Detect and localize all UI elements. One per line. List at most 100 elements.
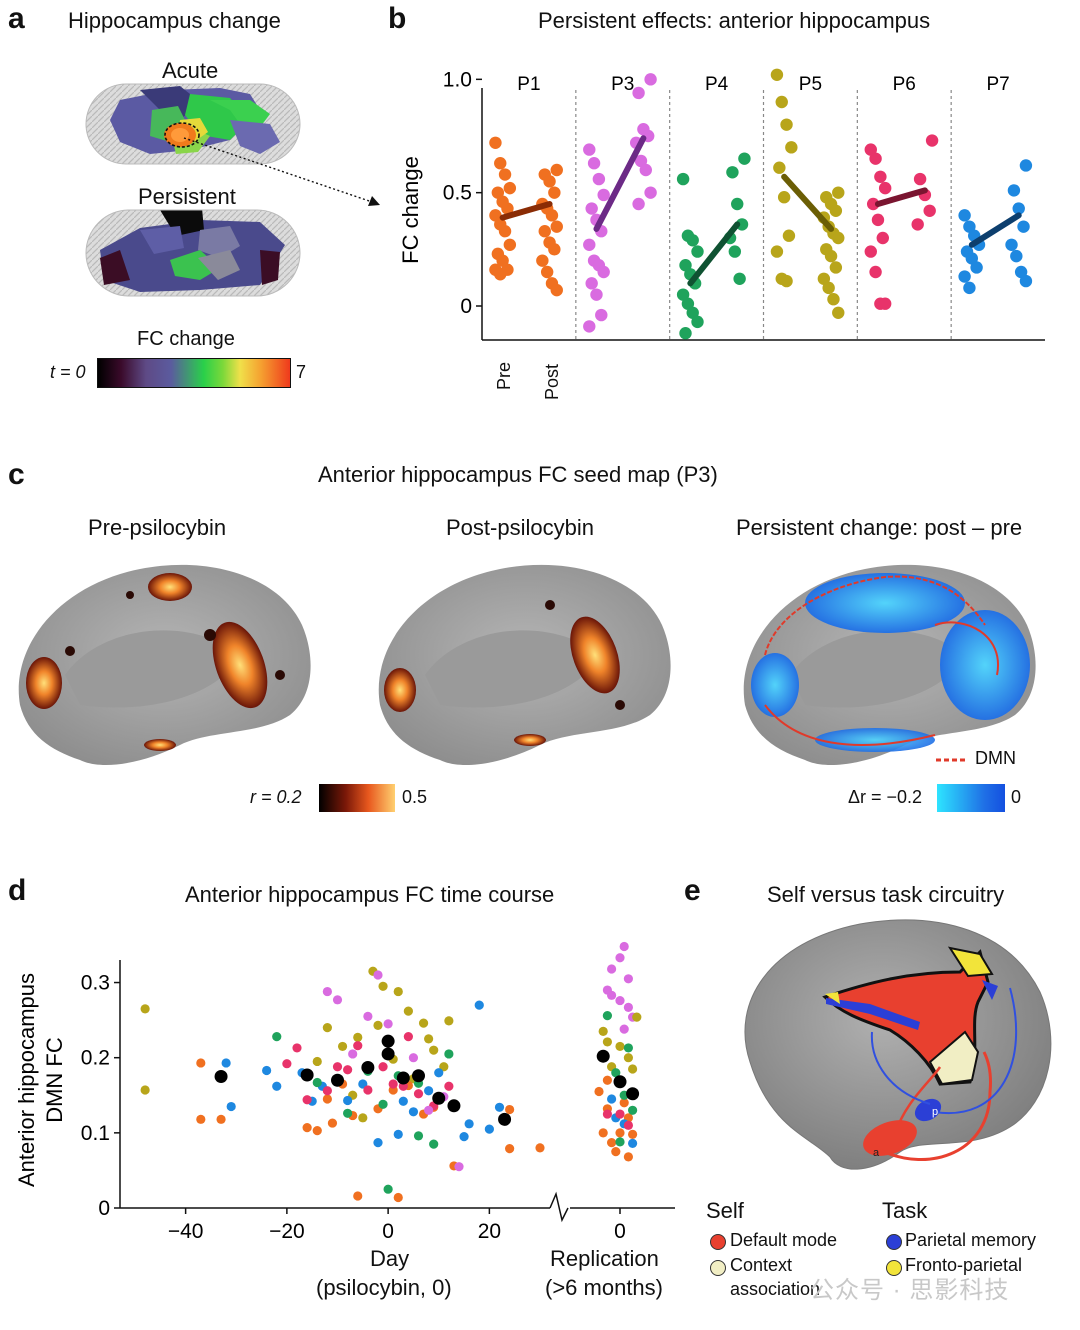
dr-max-label: 0 [1011,787,1022,807]
day-point [262,1065,272,1076]
post-point [1019,274,1033,288]
day-point [373,1020,383,1030]
mean-change-line [499,201,553,221]
replication-point [619,1024,629,1034]
day-point [196,1058,206,1068]
pre-point [874,170,887,183]
day-point [383,1019,393,1029]
pre-point [494,268,507,281]
participant-label: P5 [799,74,822,95]
post-point [726,166,739,179]
day-point [444,1016,454,1026]
day-point [464,1119,474,1129]
replication-point [602,1011,613,1021]
pre-point [691,245,704,258]
day-point [388,1079,398,1089]
replication-point [623,1002,634,1012]
day-point [196,1114,206,1124]
pre-point [583,143,596,156]
post-point [548,186,561,199]
pre-point [876,231,889,245]
post-point [817,272,831,285]
pre-point [965,252,979,265]
post-point [639,163,652,177]
x-tick-label: 0 [382,1220,394,1243]
pre-point [866,197,880,211]
post-point [733,272,746,285]
dr-min-label: Δr = −0.2 [848,787,923,807]
replication-point [632,1012,642,1022]
day-point [378,1099,388,1109]
mean-point [447,1099,461,1113]
pre-point [871,213,885,227]
day-point [429,1139,439,1149]
day-point [383,1184,393,1194]
replication-point [615,1128,625,1138]
axis-break [549,1191,569,1223]
day-point [373,970,383,980]
default-mode-label: Default mode [730,1230,838,1250]
panel-d-chart: 0 0.1 0.2 0.3 −40 −20 0 20 0 Anterior hippocampus… [14,941,675,1243]
mean-change-line [874,187,928,207]
fc-change-cbar-title: FC change [137,328,235,350]
pre-point [782,229,796,242]
r-min-label: r = 0.2 [250,787,302,807]
replication-point [623,974,634,984]
day-point [358,1079,368,1089]
persistent-change-label: Persistent change: post – pre [736,515,1023,540]
parietal-memory-label: Parietal memory [905,1230,1037,1250]
day-point [226,1101,236,1112]
day-point [494,1102,505,1112]
pre-point [489,136,502,149]
task-legend-title: Task [882,1198,928,1223]
replication-point [611,1147,621,1157]
day-point [343,1108,353,1118]
day-point [454,1162,464,1172]
replication-point [628,1138,638,1148]
post-point [832,231,845,245]
post-point [824,249,838,263]
mean-change-line [687,221,741,287]
pre-point [676,288,690,301]
post-point [832,186,845,199]
post-point [829,261,843,274]
context-label-line2: association [730,1279,821,1299]
replication-point [628,1105,638,1115]
pre-point [777,191,791,204]
cbar-min-label: t = 0 [50,362,86,382]
day-point [322,1094,332,1104]
day-point [429,1045,439,1055]
mean-point [214,1069,228,1083]
post-point [1010,249,1023,263]
day-point [424,1105,434,1115]
pre-psilocybin-label: Pre-psilocybin [88,515,227,540]
watermark: 公众号 · 思影科技 [810,1277,1010,1304]
day-point [403,1006,413,1016]
y-tick-label: 0.2 [81,1047,110,1070]
pre-point [780,274,793,288]
post-point [1019,159,1033,172]
hippocampus-maps [85,83,301,297]
pre-point [691,315,704,329]
default-mode-swatch [710,1234,726,1250]
day-point [363,1011,373,1021]
post-point [911,218,924,231]
y-axis-label-line2: DMN FC [42,1037,67,1123]
replication-mean-point [613,1075,627,1089]
pre-point [963,281,976,295]
participant-label: P4 [705,74,729,95]
day-point [378,981,388,991]
day-point [327,1118,338,1128]
replication-point [602,1109,613,1119]
replication-point [615,995,625,1006]
day-point [424,1086,434,1096]
pre-point [597,265,610,279]
acute-label: Acute [162,58,219,83]
day-point [378,1062,388,1072]
day-point [343,1095,353,1106]
post-point [632,197,645,211]
pre-point [501,202,514,215]
panel-d-title: Anterior hippocampus FC time course [185,882,555,907]
replication-point [607,990,617,1000]
post-point [545,209,559,222]
